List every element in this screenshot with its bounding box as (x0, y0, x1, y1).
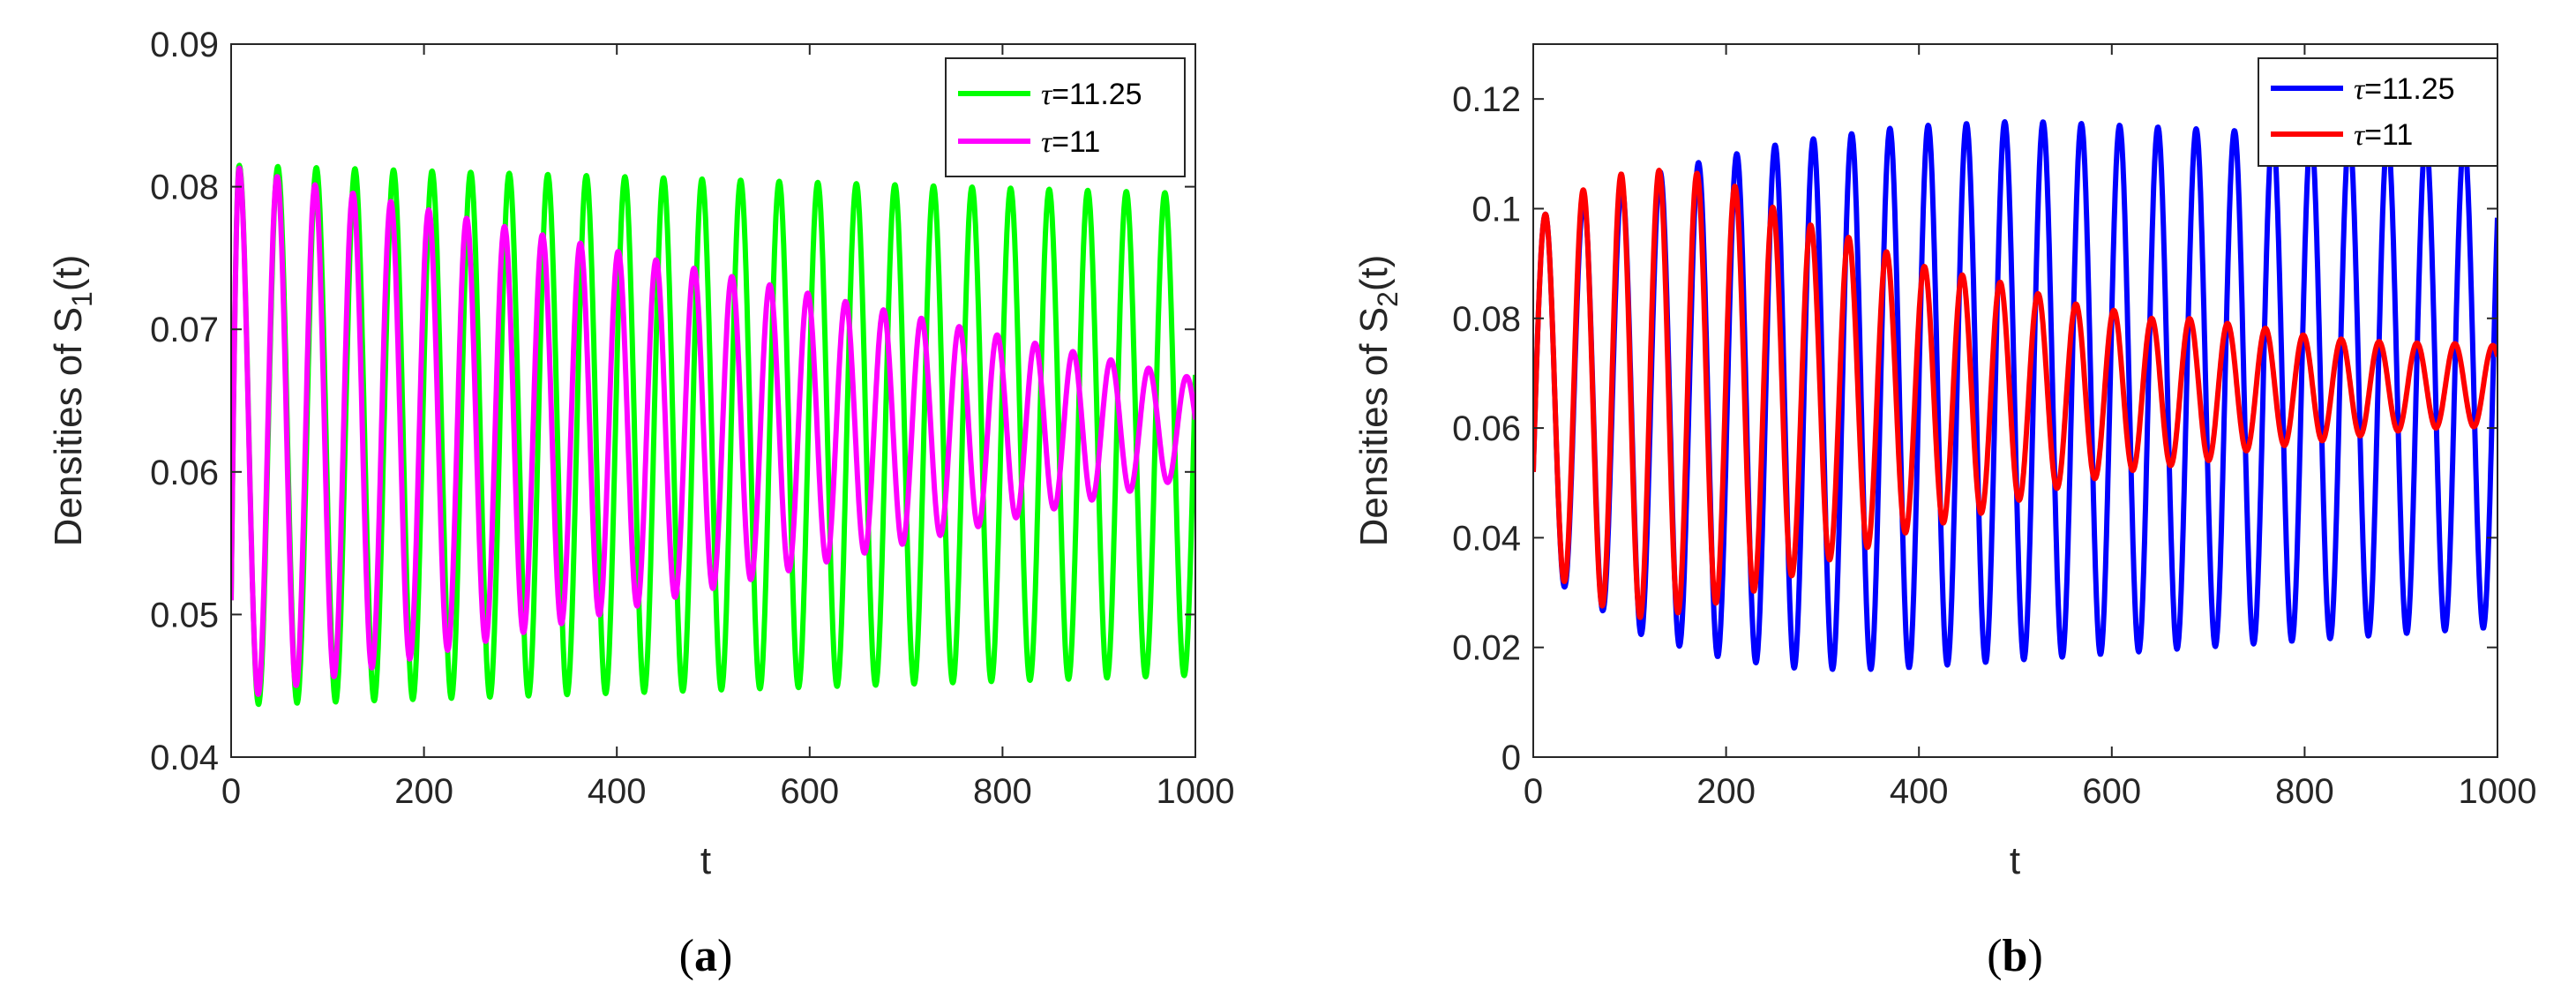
panel-b-legend: τ=11.25 τ=11 (2258, 57, 2498, 167)
panel-a-x-tick-label: 800 (973, 772, 1032, 811)
panel-b-x-tick-label: 600 (2082, 772, 2141, 811)
panel-a-y-tick-label: 0.06 (150, 454, 219, 492)
panel-a-legend-label-2: τ=11 (1041, 125, 1100, 159)
panel-a-y-tick-label: 0.05 (150, 596, 219, 634)
panel-b-y-tick-label: 0.08 (1452, 300, 1521, 339)
panel-b-legend-label-1: τ=11.25 (2354, 72, 2455, 106)
panel-a-legend: τ=11.25 τ=11 (945, 57, 1186, 177)
panel-b-y-tick-label: 0.06 (1452, 409, 1521, 448)
panel-a-series-group (231, 162, 1195, 708)
panel-b-legend-box (2258, 57, 2498, 167)
panel-a-x-tick-label: 600 (780, 772, 839, 811)
panel-a-x-tick-label: 0 (221, 772, 241, 811)
panel-b-y-tick-label: 0.04 (1452, 519, 1521, 558)
panel-b-series-line-2 (1533, 168, 2497, 620)
panel-a-y-tick-label: 0.07 (150, 311, 219, 349)
panel-a-y-axis-title: Densities of S1(t) (47, 255, 98, 547)
panel-b-y-tick-label: 0.1 (1471, 190, 1521, 229)
panel-b-x-tick-label: 800 (2275, 772, 2334, 811)
panel-a-legend-box (945, 57, 1186, 177)
panel-a-x-tick-label: 400 (588, 772, 647, 811)
panel-b-x-tick-label: 1000 (2459, 772, 2537, 811)
panel-b-label: (b) (1987, 931, 2043, 981)
panel-b-x-tick-label: 400 (1890, 772, 1949, 811)
panel-b: 0 200 400 600 800 1000 0 0.02 0.04 0.06 0.08 0.1 0.1… (1352, 43, 2537, 981)
panel-a-axes: 0 200 400 600 800 1000 0.04 0.05 0.06 0.07 0.08 0.0… (150, 26, 1234, 811)
panel-a-x-axis-title: t (700, 839, 711, 882)
panel-a-series-line-1 (231, 162, 1195, 708)
panel-b-y-tick-label: 0 (1501, 739, 1521, 777)
panel-a-x-tick-label: 200 (394, 772, 453, 811)
panel-a-series-line-2 (231, 165, 1195, 697)
panel-b-y-axis-title: Densities of S2(t) (1352, 255, 1404, 547)
panel-b-axes-frame (1532, 43, 2498, 758)
panel-a-legend-label-1: τ=11.25 (1041, 78, 1142, 111)
panel-b-x-axis-title: t (2010, 839, 2020, 882)
panel-b-axes: 0 200 400 600 800 1000 0 0.02 0.04 0.06 0.08 0.1 0.1… (1452, 43, 2537, 811)
panel-b-y-tick-label: 0.12 (1452, 80, 1521, 119)
panel-a-label: (a) (679, 931, 733, 981)
panel-a-y-tick-label: 0.09 (150, 26, 219, 64)
panel-b-x-tick-label: 200 (1696, 772, 1756, 811)
panel-a-x-tick-label: 1000 (1157, 772, 1235, 811)
panel-b-series-group (1533, 119, 2497, 672)
panel-b-legend-label-2: τ=11 (2354, 118, 2413, 152)
panel-a-axes-frame (230, 43, 1196, 758)
panel-a-y-tick-label: 0.04 (150, 739, 219, 777)
panel-a-y-tick-label: 0.08 (150, 169, 219, 207)
panel-b-x-tick-label: 0 (1524, 772, 1543, 811)
panel-b-y-tick-label: 0.02 (1452, 629, 1521, 668)
